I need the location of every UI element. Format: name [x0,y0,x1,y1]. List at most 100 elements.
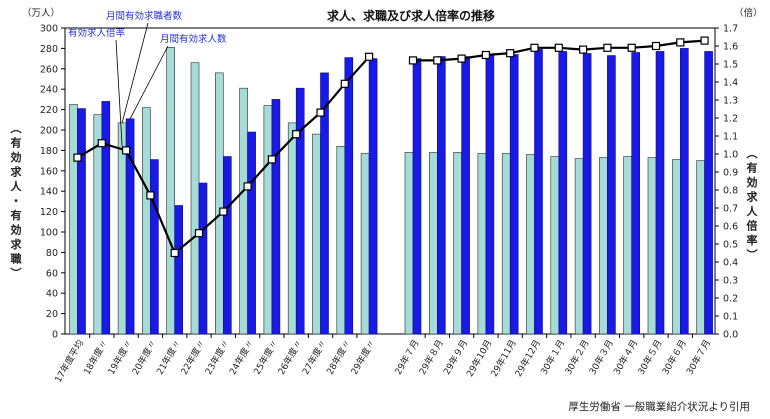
left-tick-label: 80 [46,248,58,259]
bar-job-seekers [336,146,346,335]
right-tick-label: 1.2 [723,114,738,125]
ratio-point [365,52,374,61]
ratio-point [433,56,442,65]
bar-layer [69,47,713,335]
right-tick-label: 1.3 [723,96,738,107]
bar-job-openings [320,72,329,335]
vertical-axis-labels: ︵有効求人・有効求職︶ ︵有効求人倍率︶ [10,122,759,280]
legend-job-seekers-leader [121,22,149,123]
bar-job-openings [607,55,616,335]
right-tick-label: 1.5 [723,60,738,71]
ratio-line-layer [73,36,709,258]
ratio-point [243,182,252,191]
left-tick-label: 160 [40,166,58,177]
left-tick-label: 60 [46,268,58,279]
source-note: 厚生労働省 一般職業紹介状況より引用 [568,400,750,413]
left-tick-label: 260 [40,64,58,75]
bar-job-seekers [623,156,633,335]
bar-job-openings [223,156,232,335]
bar-job-openings [150,159,159,335]
ratio-point [146,191,155,200]
ratio-point [121,146,131,155]
left-tick-label: 20 [46,309,58,320]
bar-job-seekers [239,87,248,335]
bar-job-seekers [501,153,511,335]
legend-ratio-label: 有効求人倍率 [68,27,126,39]
plot-area [64,27,716,335]
ratio-point [506,49,515,58]
right-tick-label: 1.1 [723,132,738,143]
left-tick-label: 140 [40,187,58,198]
right-tick-label: 0.3 [723,276,738,287]
legend-job-seekers-label: 月間有効求職者数 [106,10,183,22]
ratio-point [700,36,709,45]
bar-job-seekers [263,105,273,335]
right-tick-label: 1.6 [723,42,738,53]
axis-layer: 0 20 40 60 80 100 120 140 160 180 200 220 240 260 280 3… [40,24,738,341]
bar-job-seekers [142,107,151,335]
right-tick-label: 0.2 [723,294,738,305]
bar-job-seekers [671,159,681,335]
bar-job-openings [271,99,281,335]
ratio-point [651,41,661,51]
bar-job-seekers [312,133,321,335]
chart-title: 求人、求職及び求人倍率の推移 [327,8,495,23]
left-axis-unit: （万人） [22,7,60,19]
bar-job-seekers [287,122,297,335]
bar-job-openings [461,56,470,335]
ratio-point [340,79,349,88]
ratio-point [627,43,636,52]
ratio-point [219,207,228,216]
bar-job-openings [174,205,183,335]
ratio-point [170,248,179,258]
ratio-point [316,108,325,117]
bar-job-openings [679,48,689,335]
ratio-point [481,50,490,60]
bar-job-openings [631,52,641,335]
bar-job-seekers [574,158,584,335]
left-axis-title: ︵有効求人・有効求職︶ [10,122,23,280]
ratio-point [554,43,563,52]
bar-job-openings [534,49,543,335]
legend-job-openings-leader [129,45,169,119]
bar-job-openings [247,131,256,335]
bar-job-openings [485,55,495,335]
bar-job-seekers [166,47,175,335]
right-axis-unit: （倍） [734,7,763,19]
ratio-point [457,54,466,63]
right-tick-label: 0.6 [723,222,738,233]
bar-job-openings [704,51,713,335]
bar-job-openings [368,58,378,335]
left-tick-label: 240 [40,85,58,96]
ratio-point [267,155,276,164]
bar-job-seekers [599,157,608,335]
bar-job-openings [509,54,519,335]
bar-job-seekers [360,153,370,335]
bar-job-seekers [526,154,535,335]
bar-job-seekers [453,152,462,335]
left-tick-label: 0 [52,330,58,341]
ratio-point [194,229,204,238]
bar-job-openings [198,182,208,335]
left-tick-label: 120 [40,207,58,218]
bar-job-openings [77,108,86,335]
bar-job-seekers [550,156,560,335]
legend-ratio-leader [115,39,123,147]
right-tick-label: 0.5 [723,240,738,251]
ratio-point [603,43,612,52]
ratio-point [676,38,685,47]
bar-job-openings [295,87,305,335]
category-labels: 17年度平均18年度〃19年度〃20年度〃21年度〃22年度〃23年度〃24年度… [52,338,713,385]
left-tick-label: 100 [40,228,58,239]
bar-job-seekers [647,157,657,335]
legend-job-openings-label: 月間有効求人数 [160,33,227,45]
ratio-point [73,153,82,162]
ratio-point [97,139,106,148]
bar-job-openings [412,58,422,335]
right-tick-label: 0.7 [723,204,738,215]
bar-job-seekers [428,152,438,335]
left-tick-label: 280 [40,44,58,55]
ratio-point [578,45,588,54]
